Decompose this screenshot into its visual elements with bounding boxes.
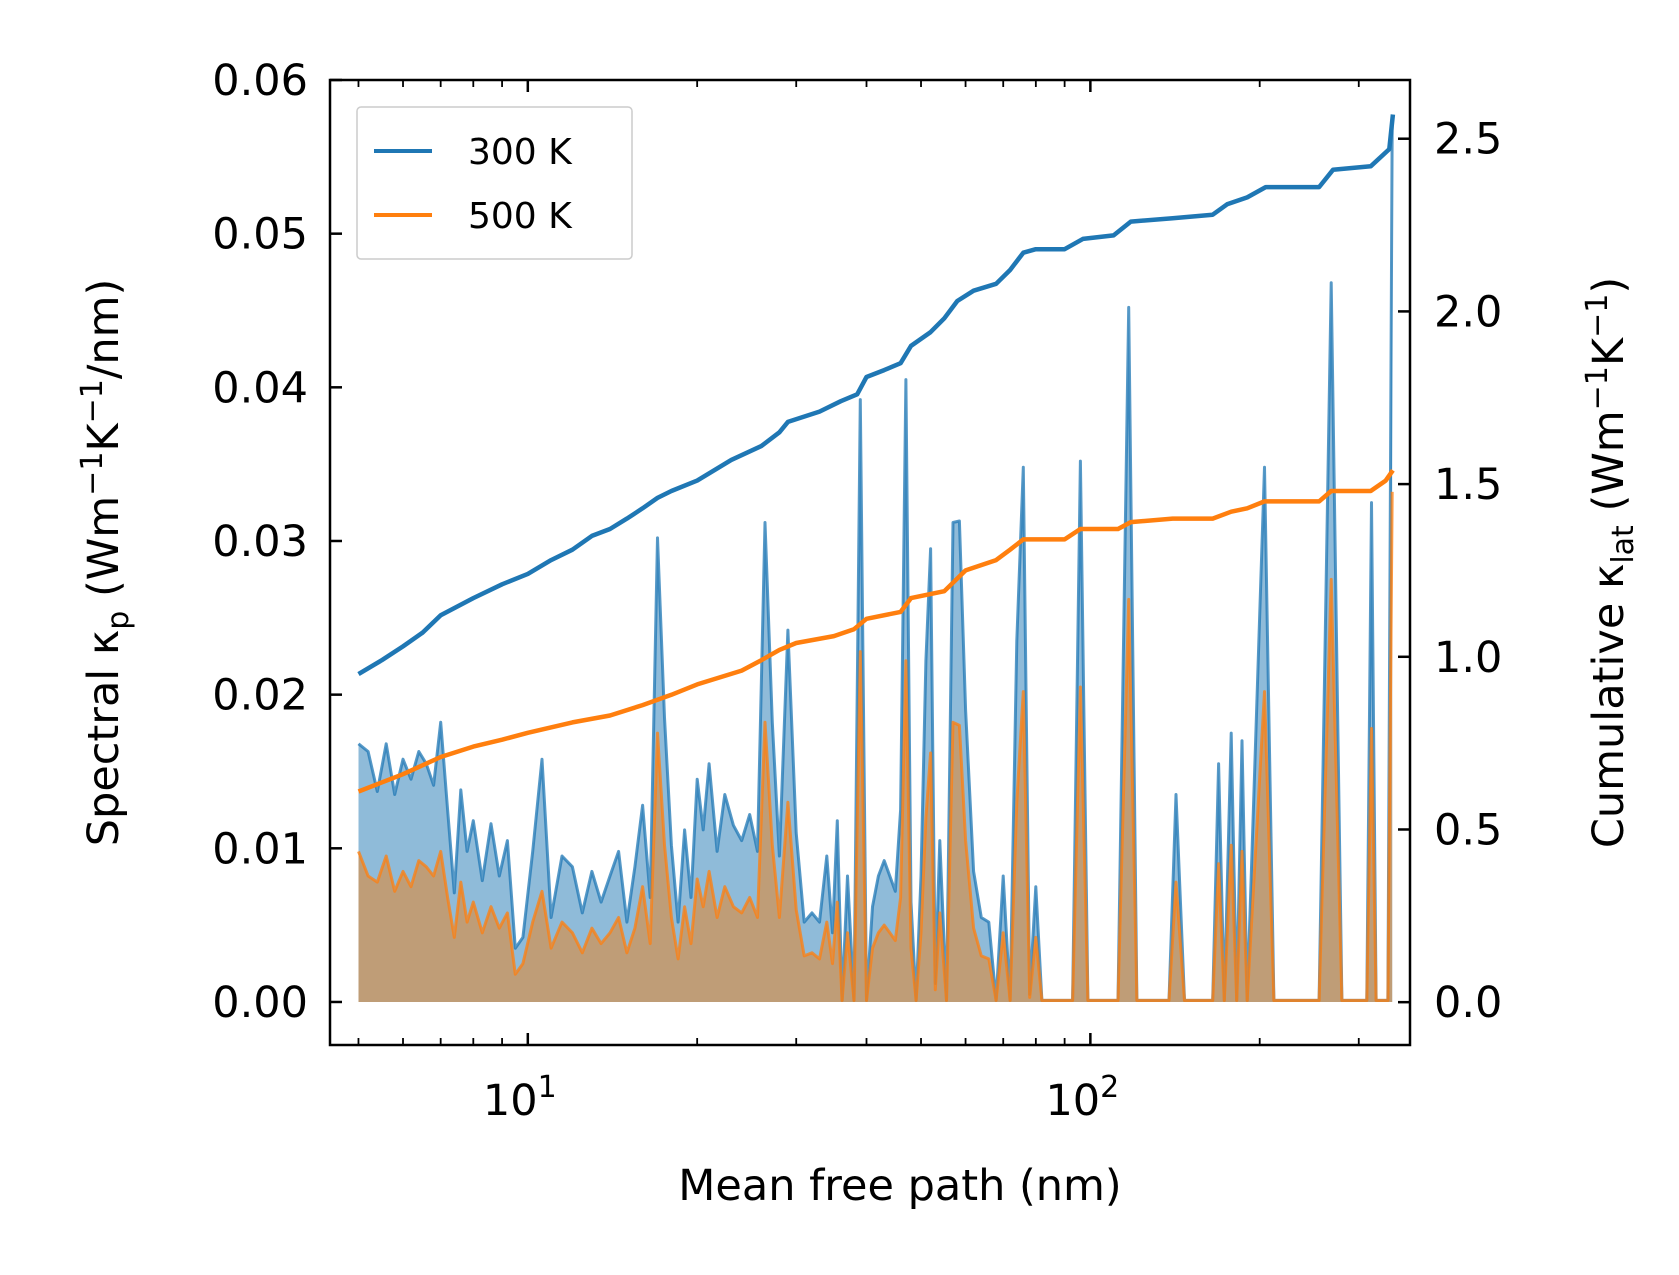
axes: 0.00 0.01 0.02 0.03 0.04 0.05 0.06 0.0 0.5 1.0 1.5… [212,56,1502,1126]
right-y-tick-label: 0.0 [1434,978,1502,1028]
cumulative-line-500k [357,469,1395,794]
legend-label-300k: 300 K [468,132,573,173]
right-y-tick-label: 2.5 [1434,115,1502,165]
plot-frame [328,78,1412,1047]
right-y-tick-label: 2.0 [1434,287,1502,337]
legend-label-500k: 500 K [468,196,573,237]
cumulative-line-300k [357,114,1396,677]
right-y-tick-label: 1.0 [1434,633,1502,683]
right-y-tick-label: 1.5 [1434,460,1502,510]
legend-box [356,106,633,260]
left-y-tick-label: 0.03 [212,517,308,567]
left-y-tick-label: 0.06 [212,56,308,106]
left-y-tick-label: 0.00 [212,978,308,1028]
left-y-axis-label: Spectral κp (Wm−1K−1/nm) [75,279,136,847]
legend: 300 K 500 K [356,106,633,260]
plot-area [357,114,1396,1002]
left-y-tick-label: 0.05 [212,210,308,260]
spectral-line-500k [357,491,1394,1002]
right-y-tick-label: 0.5 [1434,805,1502,855]
x-tick-label: 101 [483,1070,557,1126]
x-tick-label: 102 [1045,1070,1119,1126]
left-y-tick-label: 0.04 [212,363,308,413]
left-y-tick-label: 0.01 [212,824,308,874]
left-y-tick-label: 0.02 [212,671,308,721]
x-axis-label: Mean free path (nm) [678,1161,1121,1211]
spectral-line-300k [357,122,1394,1002]
